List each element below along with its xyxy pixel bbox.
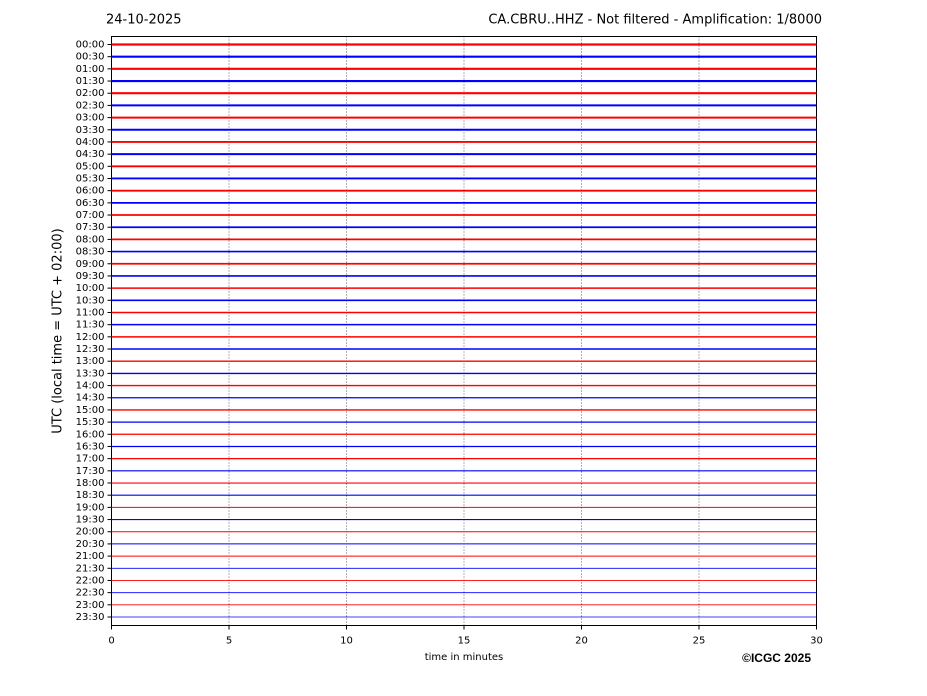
y-tick-label: 03:00 xyxy=(76,113,105,124)
y-tick-label: 11:30 xyxy=(76,320,105,331)
chart-title: CA.CBRU..HHZ - Not filtered - Amplificat… xyxy=(488,13,822,28)
x-tick-label: 5 xyxy=(226,636,232,647)
y-tick-label: 23:00 xyxy=(76,600,105,611)
y-tick-label: 04:00 xyxy=(76,137,105,148)
copyright: ©ICGC 2025 xyxy=(742,651,811,665)
y-tick-label: 11:00 xyxy=(76,307,105,318)
y-tick-label: 06:30 xyxy=(76,198,105,209)
y-tick-label: 16:00 xyxy=(76,429,105,440)
x-tick-label: 30 xyxy=(810,636,823,647)
y-tick-label: 19:30 xyxy=(76,515,105,526)
y-tick-label: 17:30 xyxy=(76,466,105,477)
y-tick-label: 08:00 xyxy=(76,234,105,245)
y-tick-label: 22:00 xyxy=(76,575,105,586)
y-tick-label: 16:30 xyxy=(76,441,105,452)
x-tick-label: 10 xyxy=(340,636,353,647)
x-tick-label: 20 xyxy=(575,636,588,647)
y-tick-label: 20:00 xyxy=(76,527,105,538)
y-tick-label: 13:00 xyxy=(76,356,105,367)
y-tick-label: 19:00 xyxy=(76,502,105,513)
y-tick-label: 02:30 xyxy=(76,100,105,111)
y-tick-label: 13:30 xyxy=(76,368,105,379)
y-tick-label: 20:30 xyxy=(76,539,105,550)
y-tick-label: 00:30 xyxy=(76,52,105,63)
y-tick-label: 18:30 xyxy=(76,490,105,501)
y-tick-label: 17:00 xyxy=(76,454,105,465)
y-axis-label: UTC (local time = UTC + 02:00) xyxy=(51,228,66,433)
y-tick-label: 12:00 xyxy=(76,332,105,343)
x-axis-label: time in minutes xyxy=(425,652,504,663)
y-tick-label: 12:30 xyxy=(76,344,105,355)
x-tick-label: 15 xyxy=(458,636,471,647)
y-tick-label: 22:30 xyxy=(76,588,105,599)
y-tick-label: 05:00 xyxy=(76,161,105,172)
y-tick-label: 06:00 xyxy=(76,186,105,197)
y-tick-label: 01:00 xyxy=(76,64,105,75)
y-tick-label: 10:30 xyxy=(76,295,105,306)
y-tick-label: 07:30 xyxy=(76,222,105,233)
y-tick-label: 21:30 xyxy=(76,563,105,574)
y-tick-label: 09:30 xyxy=(76,271,105,282)
y-tick-label: 21:00 xyxy=(76,551,105,562)
y-tick-label: 15:30 xyxy=(76,417,105,428)
y-tick-label: 09:00 xyxy=(76,259,105,270)
y-tick-label: 23:30 xyxy=(76,612,105,623)
y-tick-label: 07:00 xyxy=(76,210,105,221)
y-tick-label: 14:00 xyxy=(76,381,105,392)
y-tick-label: 10:00 xyxy=(76,283,105,294)
x-tick-label: 25 xyxy=(693,636,706,647)
y-tick-label: 05:30 xyxy=(76,173,105,184)
y-tick-label: 08:30 xyxy=(76,247,105,258)
y-tick-label: 01:30 xyxy=(76,76,105,87)
y-tick-label: 03:30 xyxy=(76,125,105,136)
y-tick-label: 18:00 xyxy=(76,478,105,489)
y-tick-label: 00:00 xyxy=(76,40,105,51)
y-tick-label: 04:30 xyxy=(76,149,105,160)
x-tick-label: 0 xyxy=(108,636,114,647)
y-tick-label: 15:00 xyxy=(76,405,105,416)
y-tick-label: 02:00 xyxy=(76,88,105,99)
y-tick-label: 14:30 xyxy=(76,393,105,404)
date: 24-10-2025 xyxy=(106,13,182,28)
